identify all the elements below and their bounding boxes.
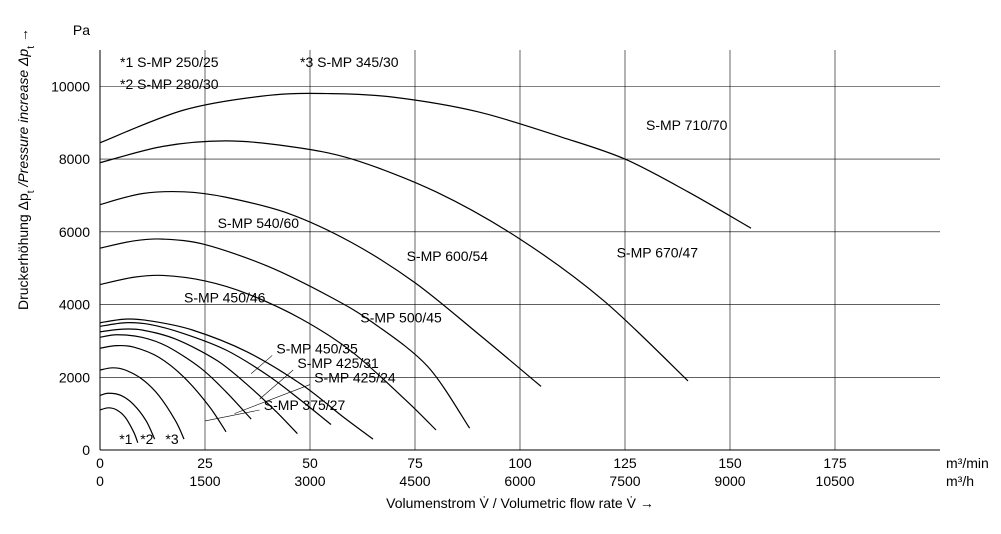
x-tick-label-top: 150 bbox=[718, 455, 742, 471]
y-tick-label: 2000 bbox=[59, 369, 90, 385]
y-axis-title: Druckerhöhung Δpt /Pressure increase Δpt… bbox=[15, 28, 37, 310]
x-axis-title: Volumenstrom V̇ / Volumetric flow rate V… bbox=[386, 495, 654, 511]
x-unit-top: m³/min bbox=[946, 455, 989, 471]
curve-label: S-MP 540/60 bbox=[218, 215, 300, 231]
x-unit-bot: m³/h bbox=[946, 473, 974, 489]
curve-label: S-MP 425/24 bbox=[314, 370, 396, 386]
x-tick-label-bot: 6000 bbox=[504, 473, 535, 489]
x-tick-label-top: 25 bbox=[197, 455, 213, 471]
x-tick-label-top: 100 bbox=[508, 455, 532, 471]
curve-s-mp-710-70 bbox=[100, 93, 751, 228]
y-tick-label: 4000 bbox=[59, 297, 90, 313]
x-tick-label-top: 125 bbox=[613, 455, 637, 471]
legend-entry: *1 S-MP 250/25 bbox=[120, 54, 219, 70]
footnote-mark: *1 bbox=[119, 431, 132, 447]
x-tick-label-bot: 0 bbox=[96, 473, 104, 489]
y-tick-label: 8000 bbox=[59, 151, 90, 167]
x-tick-label-bot: 7500 bbox=[609, 473, 640, 489]
legend-entry: *3 S-MP 345/30 bbox=[300, 54, 399, 70]
x-tick-label-bot: 1500 bbox=[189, 473, 220, 489]
curve-label: S-MP 600/54 bbox=[407, 248, 489, 264]
x-tick-label-top: 175 bbox=[823, 455, 847, 471]
x-tick-label-top: 50 bbox=[302, 455, 318, 471]
fan-curve-chart: 0200040006000800010000Pa0025150050300075… bbox=[0, 0, 1001, 534]
curve-s-mp-375-27 bbox=[100, 346, 226, 432]
curve-s-mp-425-31 bbox=[100, 329, 297, 434]
footnote-mark: *3 bbox=[165, 431, 178, 447]
y-tick-label: 10000 bbox=[51, 78, 90, 94]
x-tick-label-bot: 4500 bbox=[399, 473, 430, 489]
curve-label: S-MP 710/70 bbox=[646, 117, 728, 133]
curve-s-mp-425-24 bbox=[100, 335, 251, 419]
x-tick-label-top: 0 bbox=[96, 455, 104, 471]
y-tick-label: 6000 bbox=[59, 224, 90, 240]
y-tick-label: 0 bbox=[82, 442, 90, 458]
curve-label: S-MP 375/27 bbox=[264, 397, 346, 413]
x-tick-label-bot: 9000 bbox=[714, 473, 745, 489]
curve-label: S-MP 500/45 bbox=[360, 310, 442, 326]
curve-label: S-MP 670/47 bbox=[617, 244, 699, 260]
curve--3-curve bbox=[100, 368, 184, 439]
curve-label: S-MP 450/46 bbox=[184, 290, 266, 306]
footnote-mark: *2 bbox=[140, 431, 153, 447]
x-tick-label-top: 75 bbox=[407, 455, 423, 471]
y-unit-label: Pa bbox=[73, 22, 90, 38]
x-tick-label-bot: 3000 bbox=[294, 473, 325, 489]
legend-entry: *2 S-MP 280/30 bbox=[120, 76, 219, 92]
x-tick-label-bot: 10500 bbox=[816, 473, 855, 489]
